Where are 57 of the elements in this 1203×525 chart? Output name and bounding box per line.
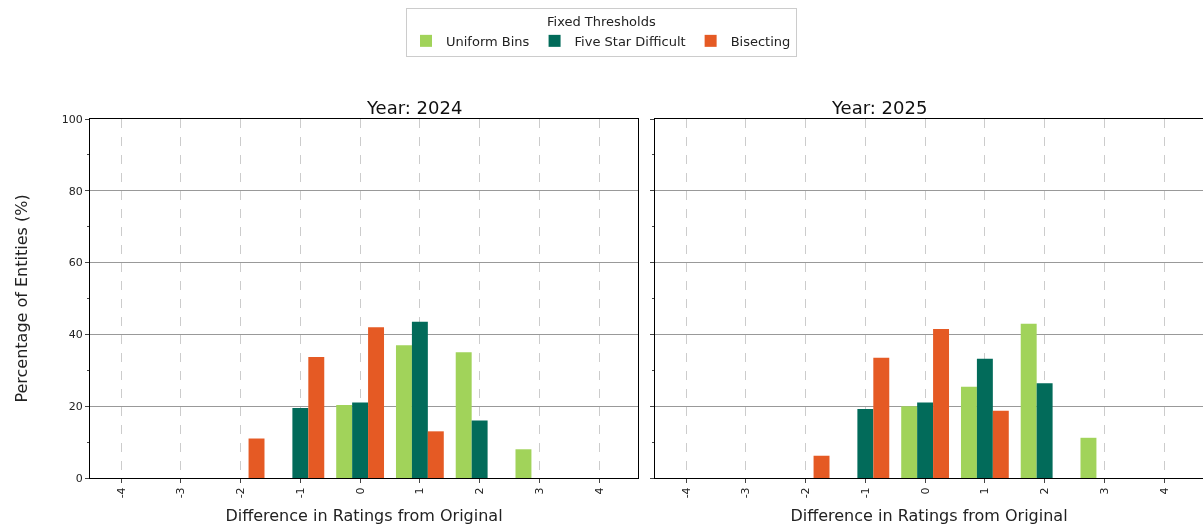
bar	[455, 352, 472, 478]
bar	[857, 409, 874, 478]
legend-label: Five Star Difficult	[574, 33, 686, 49]
x-axis-title: Difference in Ratings from Original	[225, 506, 503, 525]
legend-label: Uniform Bins	[446, 33, 530, 49]
x-tick-label: 3	[1097, 487, 1111, 495]
x-tick-label: 1	[413, 487, 427, 495]
bar	[411, 321, 428, 478]
x-tick-label: -2	[234, 487, 248, 499]
bar	[308, 357, 325, 478]
bar	[976, 358, 993, 478]
bar	[1020, 323, 1037, 478]
bar	[352, 402, 369, 478]
bar	[960, 386, 977, 478]
bar	[368, 327, 385, 478]
x-tick-label: 2	[1038, 487, 1052, 495]
x-tick-label: 4	[592, 487, 606, 495]
bar	[515, 449, 532, 478]
bar	[813, 455, 830, 478]
x-tick-label: 2	[473, 487, 487, 495]
bar	[933, 329, 950, 478]
y-tick-label: 80	[68, 184, 83, 198]
y-tick-label: 40	[68, 328, 83, 342]
bar	[336, 405, 353, 478]
y-axis-title: Percentage of Entities (%)	[11, 194, 31, 403]
bar	[1036, 383, 1053, 478]
y-tick-label: 0	[75, 471, 83, 485]
x-tick-label: 1	[978, 487, 992, 495]
legend-title: Fixed Thresholds	[547, 13, 656, 29]
x-tick-label: -1	[858, 487, 872, 499]
bar	[427, 431, 444, 478]
bar	[395, 345, 412, 478]
y-tick-label: 100	[61, 112, 83, 126]
x-tick-label: 3	[532, 487, 546, 495]
y-tick-label: 20	[68, 400, 83, 414]
bar	[292, 408, 309, 478]
bar	[471, 420, 488, 478]
x-tick-label: 4	[1157, 487, 1171, 495]
bar	[1080, 437, 1097, 478]
chart-title: Year: 2025	[831, 97, 928, 118]
x-tick-label: -4	[679, 487, 693, 499]
x-tick-label: -1	[293, 487, 307, 499]
x-tick-label: -3	[739, 487, 753, 499]
bar	[901, 406, 918, 478]
y-tick-label: 60	[68, 256, 83, 270]
x-tick-label: -3	[174, 487, 188, 499]
bar	[992, 410, 1009, 478]
bar	[917, 402, 934, 478]
x-tick-label: 0	[353, 487, 367, 495]
x-tick-label: 0	[918, 487, 932, 495]
x-tick-label: -4	[114, 487, 128, 499]
x-tick-label: -2	[799, 487, 813, 499]
legend-label: Bisecting	[730, 33, 791, 49]
bar	[248, 438, 265, 478]
chart-title: Year: 2024	[366, 97, 463, 118]
x-axis-title: Difference in Ratings from Original	[790, 506, 1068, 525]
bar	[873, 357, 890, 478]
